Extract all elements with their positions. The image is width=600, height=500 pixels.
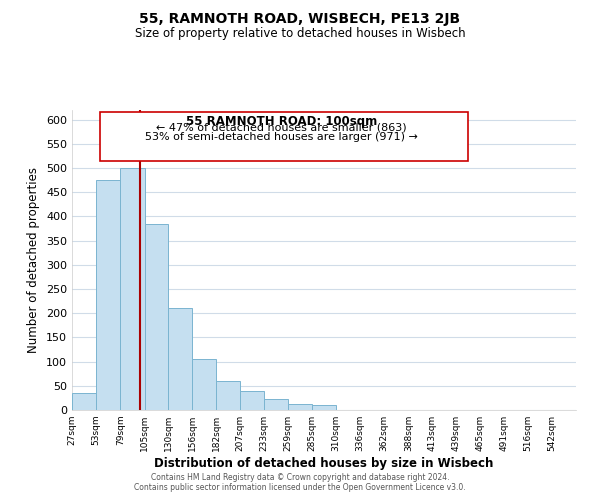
Bar — [313, 404, 335, 410]
Bar — [145, 224, 168, 410]
Text: Size of property relative to detached houses in Wisbech: Size of property relative to detached ho… — [134, 28, 466, 40]
Text: 55 RAMNOTH ROAD: 100sqm: 55 RAMNOTH ROAD: 100sqm — [185, 114, 377, 128]
Bar — [217, 381, 239, 410]
Bar — [121, 168, 145, 410]
Bar — [264, 400, 288, 410]
Text: Contains HM Land Registry data © Crown copyright and database right 2024.: Contains HM Land Registry data © Crown c… — [151, 474, 449, 482]
Text: 55, RAMNOTH ROAD, WISBECH, PE13 2JB: 55, RAMNOTH ROAD, WISBECH, PE13 2JB — [139, 12, 461, 26]
Bar — [72, 393, 96, 410]
Bar — [168, 308, 192, 410]
Bar — [96, 180, 121, 410]
Y-axis label: Number of detached properties: Number of detached properties — [28, 167, 40, 353]
Bar — [288, 404, 313, 410]
Text: ← 47% of detached houses are smaller (863): ← 47% of detached houses are smaller (86… — [156, 123, 406, 133]
Bar — [192, 359, 217, 410]
Text: 53% of semi-detached houses are larger (971) →: 53% of semi-detached houses are larger (… — [145, 132, 418, 142]
X-axis label: Distribution of detached houses by size in Wisbech: Distribution of detached houses by size … — [154, 457, 494, 470]
Bar — [239, 390, 264, 410]
FancyBboxPatch shape — [100, 112, 467, 161]
Text: Contains public sector information licensed under the Open Government Licence v3: Contains public sector information licen… — [134, 484, 466, 492]
